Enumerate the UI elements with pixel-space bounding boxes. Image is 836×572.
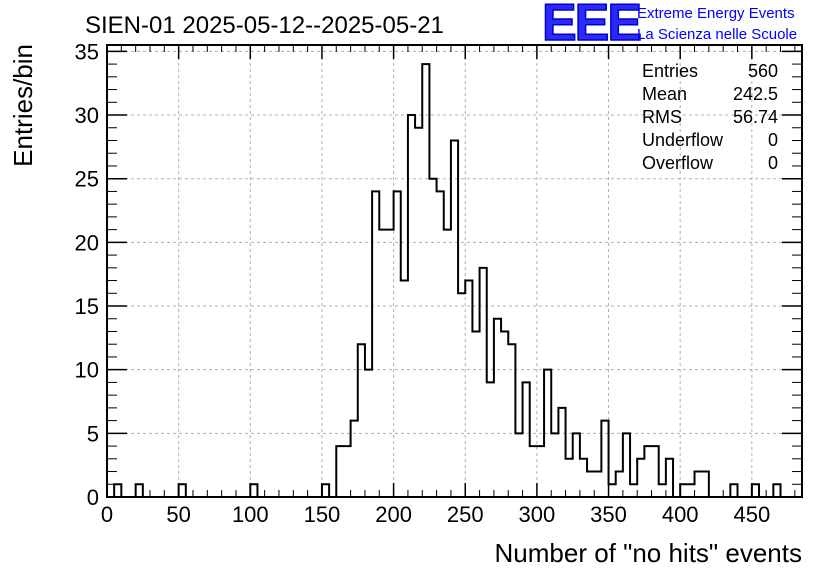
x-tick-label: 250 <box>447 502 484 527</box>
stats-box: Entries 560 Mean 242.5 RMS 56.74 Underfl… <box>642 61 778 173</box>
grid-layer <box>107 45 802 497</box>
x-tick-label: 350 <box>590 502 627 527</box>
eee-logo-mark: EEE <box>542 0 640 52</box>
y-tick-label: 5 <box>87 421 99 446</box>
x-axis-title: Number of "no hits" events <box>495 538 803 568</box>
y-tick-label: 35 <box>75 39 99 64</box>
stat-entries-label: Entries <box>642 61 698 81</box>
stat-underflow-label: Underflow <box>642 130 724 150</box>
stat-mean-value: 242.5 <box>733 84 778 104</box>
y-tick-label: 15 <box>75 294 99 319</box>
y-tick-label: 10 <box>75 358 99 383</box>
y-tick-label: 0 <box>87 485 99 510</box>
x-tick-label: 0 <box>101 502 113 527</box>
x-tick-label: 200 <box>375 502 412 527</box>
x-tick-label: 50 <box>166 502 190 527</box>
y-tick-label: 25 <box>75 167 99 192</box>
y-axis-title: Entries/bin <box>8 44 38 167</box>
x-tick-label: 450 <box>733 502 770 527</box>
y-tick-label: 30 <box>75 103 99 128</box>
eee-logo: EEE Extreme Energy Events La Scienza nel… <box>541 0 797 53</box>
stat-underflow-value: 0 <box>768 130 778 150</box>
x-tick-label: 150 <box>304 502 341 527</box>
stat-mean-label: Mean <box>642 84 687 104</box>
logo-line-2: La Scienza nelle Scuole <box>637 26 797 43</box>
stat-rms-label: RMS <box>642 107 682 127</box>
logo-line-1: Extreme Energy Events <box>637 5 795 22</box>
axis-ticks <box>106 45 802 498</box>
plot-frame <box>106 44 803 498</box>
x-tick-label: 400 <box>662 502 699 527</box>
x-tick-label: 100 <box>232 502 269 527</box>
stat-overflow-value: 0 <box>768 153 778 173</box>
stat-rms-value: 56.74 <box>733 107 778 127</box>
stat-entries-value: 560 <box>748 61 778 81</box>
stat-overflow-label: Overflow <box>642 153 714 173</box>
x-tick-label: 300 <box>519 502 556 527</box>
chart-title: SIEN-01 2025-05-12--2025-05-21 <box>85 12 444 39</box>
tick-labels: 0 50 100 150 200 250 300 350 400 450 0 5 10 15 20 25 30 3… <box>75 39 771 527</box>
y-tick-label: 20 <box>75 230 99 255</box>
